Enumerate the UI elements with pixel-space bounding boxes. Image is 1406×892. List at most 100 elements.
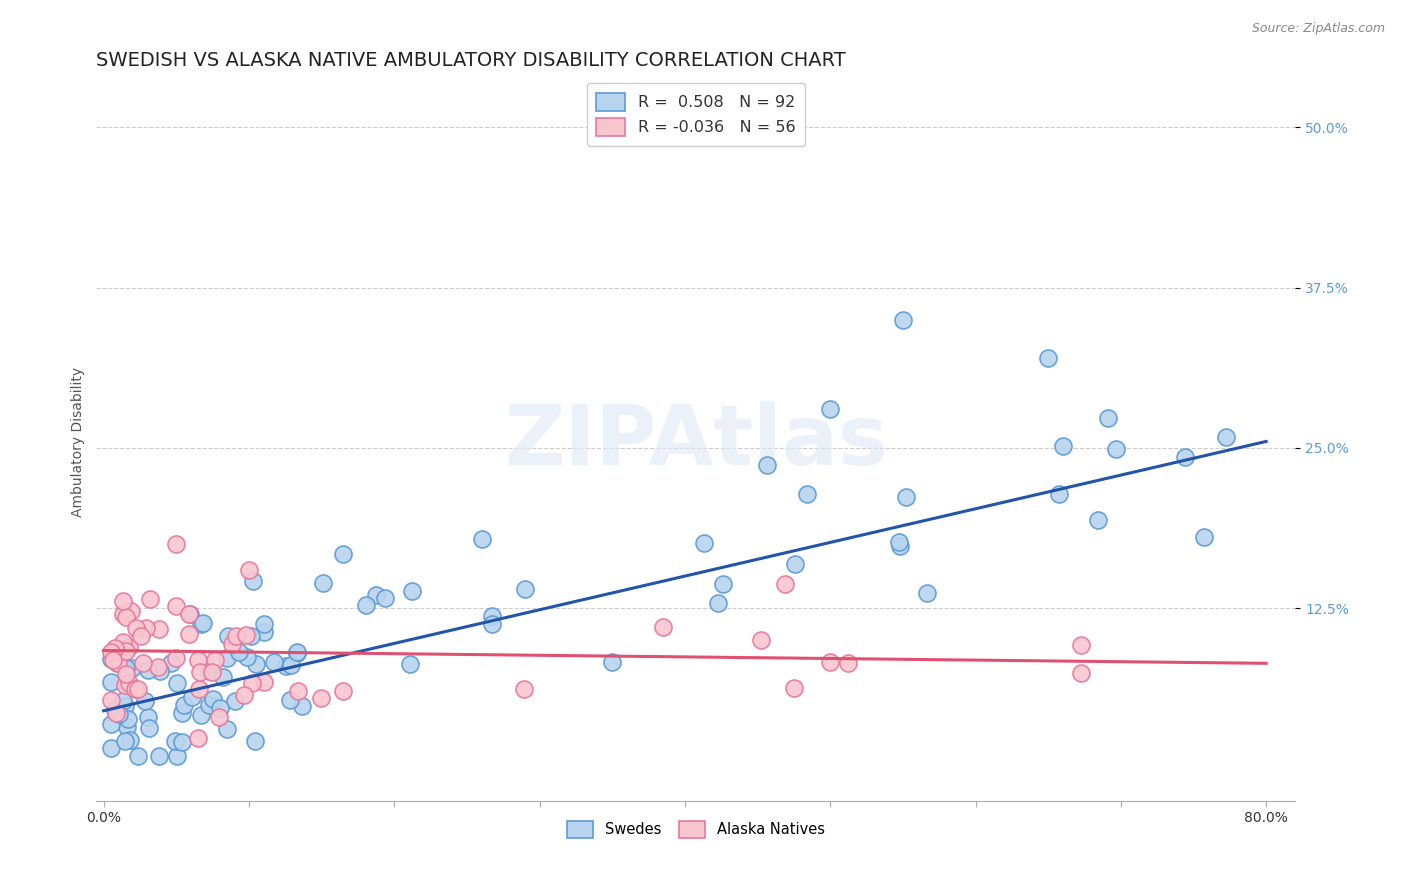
Point xyxy=(837,656,859,670)
Point xyxy=(309,690,332,705)
Point xyxy=(180,690,202,705)
Point xyxy=(332,684,354,698)
Point xyxy=(401,584,423,599)
Point xyxy=(135,621,157,635)
Point xyxy=(1104,442,1126,456)
Point xyxy=(120,604,142,618)
Point xyxy=(120,732,142,747)
Point xyxy=(104,706,127,720)
Point xyxy=(187,653,209,667)
Point xyxy=(134,694,156,708)
Point xyxy=(253,675,276,690)
Point xyxy=(513,682,536,697)
Point xyxy=(132,656,155,670)
Text: Source: ZipAtlas.com: Source: ZipAtlas.com xyxy=(1251,22,1385,36)
Point xyxy=(285,645,308,659)
Point xyxy=(114,734,136,748)
Point xyxy=(291,699,314,714)
Point xyxy=(600,656,623,670)
Point xyxy=(889,535,911,549)
Point xyxy=(245,657,267,671)
Point xyxy=(1194,530,1216,544)
Point xyxy=(1070,666,1092,681)
Point xyxy=(243,734,266,748)
Point xyxy=(114,643,136,657)
Point xyxy=(165,651,187,665)
Point xyxy=(146,660,169,674)
Point xyxy=(820,656,842,670)
Point xyxy=(100,740,122,755)
Point xyxy=(1215,430,1237,444)
Point xyxy=(263,655,285,669)
Point xyxy=(398,657,420,671)
Point xyxy=(274,658,297,673)
Point xyxy=(204,653,226,667)
Point xyxy=(775,577,797,591)
Point xyxy=(280,657,302,672)
Point xyxy=(190,617,212,632)
Point xyxy=(125,621,148,635)
Point xyxy=(236,649,259,664)
Point xyxy=(915,586,938,600)
Point xyxy=(172,706,194,721)
Point xyxy=(711,577,734,591)
Point xyxy=(280,693,302,707)
Point xyxy=(166,748,188,763)
Point xyxy=(1070,638,1092,652)
Point xyxy=(136,710,159,724)
Point xyxy=(115,666,138,681)
Point xyxy=(108,707,131,722)
Point xyxy=(201,692,224,706)
Point xyxy=(100,675,122,690)
Point xyxy=(191,616,214,631)
Point xyxy=(212,670,235,684)
Point xyxy=(796,487,818,501)
Point xyxy=(165,599,187,613)
Point xyxy=(783,681,806,696)
Point xyxy=(160,657,183,671)
Point xyxy=(117,712,139,726)
Point xyxy=(208,710,231,724)
Point xyxy=(100,651,122,665)
Point xyxy=(149,665,172,679)
Point xyxy=(706,596,728,610)
Point xyxy=(115,610,138,624)
Point xyxy=(100,692,122,706)
Point xyxy=(165,734,187,748)
Point xyxy=(224,693,246,707)
Point xyxy=(138,721,160,735)
Point xyxy=(287,684,309,698)
Point xyxy=(104,703,127,717)
Point xyxy=(111,607,134,621)
Point xyxy=(136,663,159,677)
Point xyxy=(129,629,152,643)
Point xyxy=(232,688,254,702)
Point xyxy=(107,656,129,670)
Point xyxy=(894,490,917,504)
Point xyxy=(103,653,125,667)
Point xyxy=(121,661,143,675)
Point xyxy=(242,574,264,589)
Point xyxy=(190,708,212,723)
Point xyxy=(253,616,276,631)
Point xyxy=(100,717,122,731)
Legend: Swedes, Alaska Natives: Swedes, Alaska Natives xyxy=(561,815,831,844)
Point xyxy=(1087,513,1109,527)
Point xyxy=(891,312,914,326)
Point xyxy=(139,592,162,607)
Point xyxy=(209,701,232,715)
Point xyxy=(253,625,276,640)
Point xyxy=(117,640,139,655)
Point xyxy=(749,633,772,648)
Point xyxy=(481,616,503,631)
Point xyxy=(513,582,536,596)
Point xyxy=(221,637,243,651)
Point xyxy=(374,591,396,605)
Text: ZIPAtlas: ZIPAtlas xyxy=(503,401,887,482)
Point xyxy=(1038,351,1060,365)
Point xyxy=(127,682,149,697)
Point xyxy=(354,598,377,612)
Point xyxy=(201,665,224,680)
Point xyxy=(783,557,806,571)
Y-axis label: Ambulatory Disability: Ambulatory Disability xyxy=(72,367,86,516)
